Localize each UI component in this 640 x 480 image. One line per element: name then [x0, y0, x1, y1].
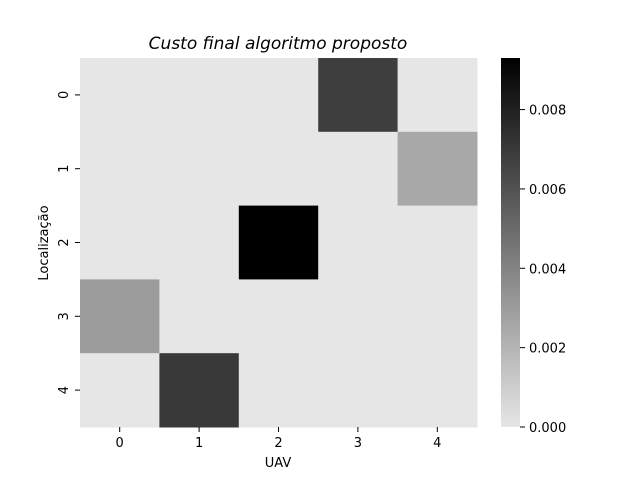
- x-tick-label: 3: [354, 436, 362, 451]
- heatmap-cell-r3-c3: [318, 279, 399, 354]
- y-axis-label: Localização: [37, 205, 52, 280]
- x-tick-label: 0: [116, 436, 124, 451]
- heatmap-cell-r4-c3: [318, 353, 399, 428]
- colorbar-tick-label: 0.006: [529, 183, 566, 198]
- colorbar-tick-label: 0.000: [529, 421, 566, 436]
- y-tick-label: 1: [57, 165, 72, 173]
- x-tick-label: 4: [433, 436, 441, 451]
- heatmap-cell-r1-c0: [80, 131, 160, 207]
- x-axis-label: UAV: [265, 456, 292, 471]
- heatmap-cell-r2-c4: [397, 205, 478, 280]
- heatmap-cell-r0-c0: [80, 58, 160, 133]
- colorbar-tick-label: 0.004: [529, 262, 566, 277]
- y-axis-ticks: 0 1 2 3 4: [57, 91, 80, 394]
- heatmap-cell-r1-c4: [397, 131, 478, 207]
- colorbar-tick-label: 0.002: [529, 342, 566, 357]
- heatmap-cell-r3-c1: [159, 279, 240, 354]
- y-tick-label: 4: [57, 386, 72, 394]
- x-axis-ticks: 0 1 2 3 4: [116, 427, 441, 451]
- heatmap-cell-r4-c4: [397, 353, 478, 428]
- x-tick-label: 1: [195, 436, 203, 451]
- heatmap-cell-r0-c4: [397, 58, 478, 133]
- heatmap-cell-r2-c0: [80, 205, 160, 280]
- heatmap-cell-r2-c3: [318, 205, 399, 280]
- heatmap-cells: [80, 58, 478, 428]
- heatmap-cell-r4-c0: [80, 353, 160, 428]
- colorbar-ticks: 0.000 0.002 0.004 0.006 0.008: [520, 104, 566, 436]
- y-tick-label: 0: [57, 91, 72, 99]
- heatmap-cell-r1-c1: [159, 131, 240, 207]
- y-tick-label: 2: [57, 238, 72, 246]
- heatmap-cell-r3-c4: [397, 279, 478, 354]
- colorbar-tick-label: 0.008: [529, 104, 566, 119]
- y-tick-label: 3: [57, 312, 72, 320]
- heatmap-cell-r2-c1: [159, 205, 240, 280]
- heatmap-cell-r0-c2: [238, 58, 319, 133]
- heatmap-cell-r4-c2: [238, 353, 319, 428]
- heatmap-cell-r3-c2: [238, 279, 319, 354]
- heatmap-cell-r3-c0: [80, 279, 160, 354]
- x-tick-label: 2: [274, 436, 282, 451]
- colorbar: [501, 58, 520, 427]
- heatmap-cell-r1-c3: [318, 131, 399, 207]
- heatmap-cell-r2-c2: [238, 205, 319, 280]
- chart-title: Custo final algoritmo proposto: [149, 34, 408, 54]
- heatmap-cell-r4-c1: [159, 353, 240, 428]
- heatmap-cell-r0-c1: [159, 58, 240, 133]
- heatmap-cell-r1-c2: [238, 131, 319, 207]
- heatmap-cell-r0-c3: [318, 58, 399, 133]
